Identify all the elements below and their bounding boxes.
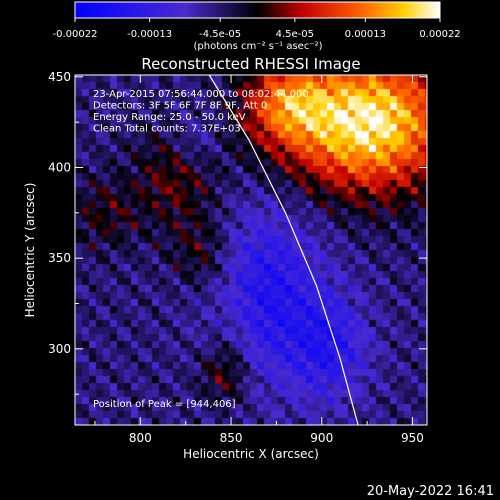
- colorbar-tick-label: 0.00022: [419, 29, 460, 40]
- colorbar-tick-label: 0.00013: [345, 29, 386, 40]
- peak-position-label: Position of Peak = [944,406]: [93, 399, 236, 410]
- colorbar: [74, 1, 441, 19]
- heatmap-image: [75, 75, 427, 425]
- annotation-block: 23-Apr-2015 07:56:44.000 to 08:02:44.000…: [93, 89, 309, 135]
- y-axis-label: Heliocentric Y (arcsec): [23, 183, 37, 318]
- y-tick-label: 300: [48, 342, 71, 356]
- colorbar-tick-label: -4.5e-05: [199, 29, 241, 40]
- y-tick-label: 450: [48, 70, 71, 84]
- annotation-line: Energy Range: 25.0 - 50.0 keV: [93, 112, 246, 123]
- y-tick-label: 350: [48, 251, 71, 265]
- y-tick-label: 400: [48, 160, 71, 174]
- limb-line: [208, 74, 359, 426]
- plot-frame: [74, 74, 428, 426]
- colorbar-tick-label: -0.00022: [53, 29, 98, 40]
- colorbar-ticks: -0.00022 -0.00013 -4.5e-05 4.5e-05 0.00013 0.…: [53, 18, 461, 40]
- axis-ticks: 800 850 900 950 300 350 400 450: [48, 70, 427, 445]
- colorbar-unit-label: (photons cm⁻² s⁻¹ asec⁻²): [193, 41, 322, 52]
- annotation-line: Detectors: 3F 5F 6F 7F 8F 9F, Att 0: [93, 101, 267, 112]
- chart-title: Reconstructed RHESSI Image: [141, 55, 360, 73]
- colorbar-tick-label: -0.00013: [127, 29, 172, 40]
- x-tick-label: 800: [129, 431, 152, 445]
- footer-timestamp: 20-May-2022 16:41: [367, 484, 494, 499]
- colorbar-tick-label: 4.5e-05: [276, 29, 314, 40]
- x-tick-label: 950: [401, 431, 424, 445]
- solar-limb-curve: [208, 74, 359, 426]
- x-axis-label: Heliocentric X (arcsec): [183, 447, 319, 461]
- annotation-line: 23-Apr-2015 07:56:44.000 to 08:02:44.000: [93, 89, 309, 100]
- x-tick-label: 900: [310, 431, 333, 445]
- annotation-line: Clean Total counts: 7.37E+03: [93, 124, 241, 135]
- x-tick-label: 850: [220, 431, 243, 445]
